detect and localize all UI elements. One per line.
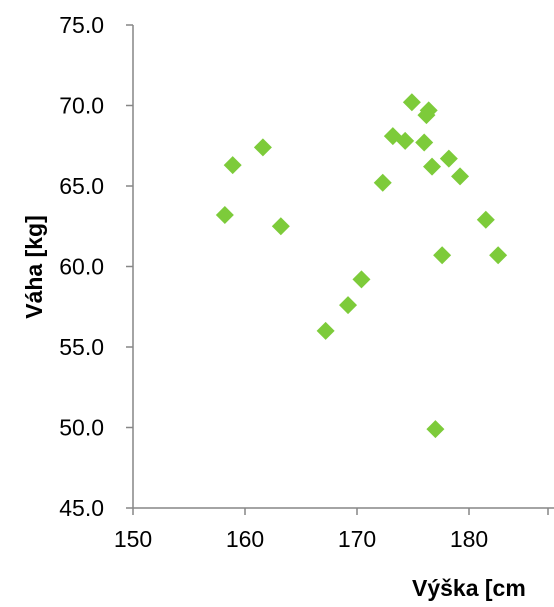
data-point-diamond <box>253 138 272 157</box>
data-point-diamond <box>223 156 242 175</box>
data-point-diamond <box>476 210 495 229</box>
x-tick-label: 180 <box>450 526 488 552</box>
data-point-diamond <box>352 270 371 289</box>
data-point-diamond <box>433 246 452 265</box>
x-ticks: 150 160 170 180 <box>114 508 549 552</box>
data-point-diamond <box>426 420 445 439</box>
y-axis-title: Váha [kg] <box>21 215 47 319</box>
data-point-diamond <box>489 246 508 265</box>
data-point-diamond <box>373 173 392 192</box>
y-tick-label: 55.0 <box>59 334 104 360</box>
y-tick-label: 65.0 <box>59 173 104 199</box>
x-axis-title: Výška [cm <box>412 575 526 601</box>
axes <box>132 25 554 509</box>
y-tick-label: 75.0 <box>59 12 104 38</box>
x-tick-label: 170 <box>338 526 376 552</box>
data-point-diamond <box>215 205 234 224</box>
data-point-diamond <box>271 217 290 236</box>
data-point-diamond <box>396 131 415 150</box>
x-tick-label: 150 <box>114 526 152 552</box>
y-ticks: 45.0 50.0 55.0 60.0 65.0 70.0 75.0 <box>59 12 133 521</box>
data-point-diamond <box>402 93 421 112</box>
data-point-diamond <box>417 106 436 125</box>
data-point-diamond <box>415 133 434 152</box>
y-tick-label: 70.0 <box>59 93 104 119</box>
y-tick-label: 60.0 <box>59 254 104 280</box>
data-point-diamond <box>439 149 458 168</box>
data-points <box>215 93 508 439</box>
data-point-diamond <box>316 321 335 340</box>
x-tick-label: 160 <box>226 526 264 552</box>
data-point-diamond <box>423 157 442 176</box>
data-point-diamond <box>339 296 358 315</box>
y-tick-label: 45.0 <box>59 495 104 521</box>
y-tick-label: 50.0 <box>59 415 104 441</box>
data-point-diamond <box>451 167 470 186</box>
